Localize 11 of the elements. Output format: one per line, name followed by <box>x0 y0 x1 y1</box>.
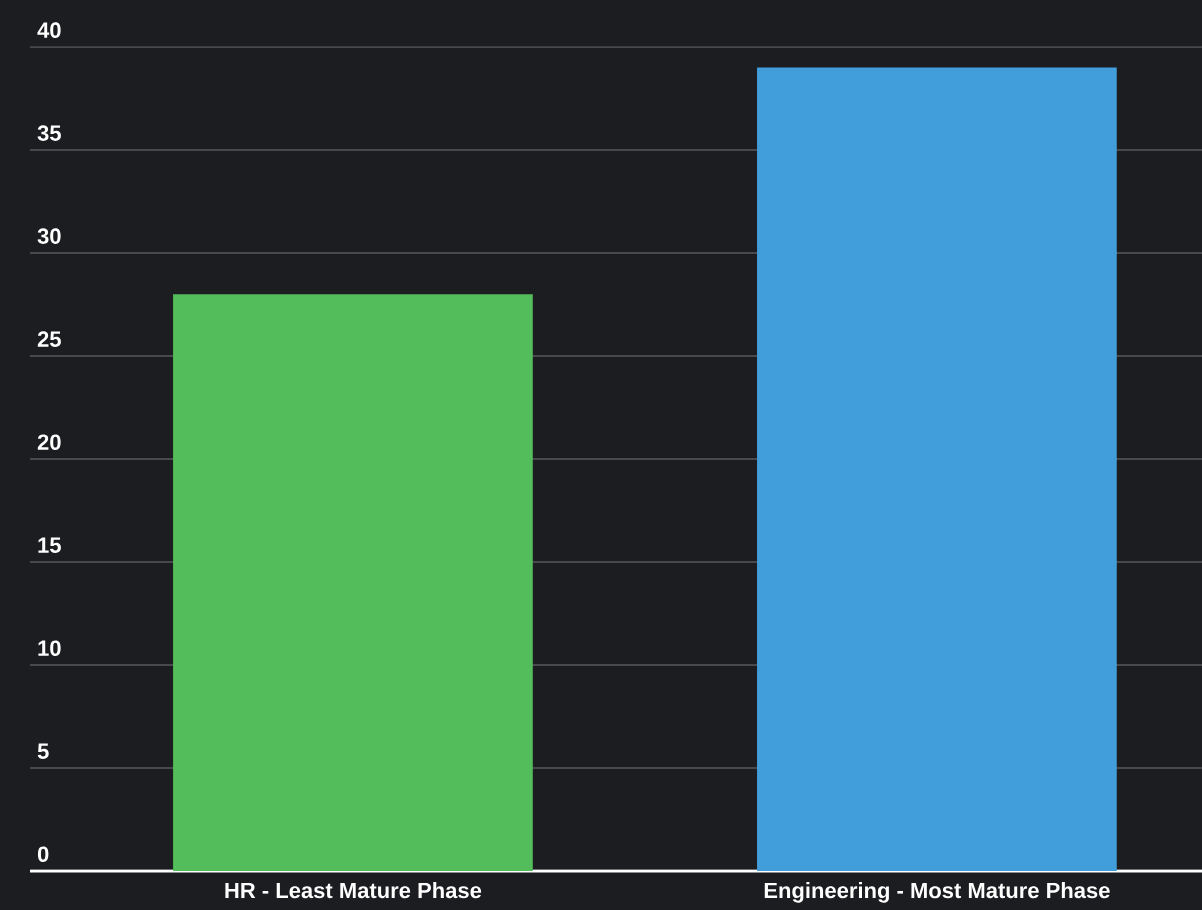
y-tick-label: 15 <box>38 537 61 553</box>
y-tick-label: 40 <box>37 22 61 38</box>
y-tick-label: 0 <box>37 846 49 862</box>
y-tick-label: 25 <box>37 331 61 347</box>
y-tick-label: 35 <box>37 125 61 141</box>
x-tick-label: Engineering - Most Mature Phase <box>764 882 1110 903</box>
y-tick-label: 5 <box>37 743 49 759</box>
y-tick-label: 30 <box>37 228 61 244</box>
x-tick-label: HR - Least Mature Phase <box>225 882 482 899</box>
y-tick-label: 10 <box>38 640 61 656</box>
y-tick-label: 20 <box>37 434 61 450</box>
